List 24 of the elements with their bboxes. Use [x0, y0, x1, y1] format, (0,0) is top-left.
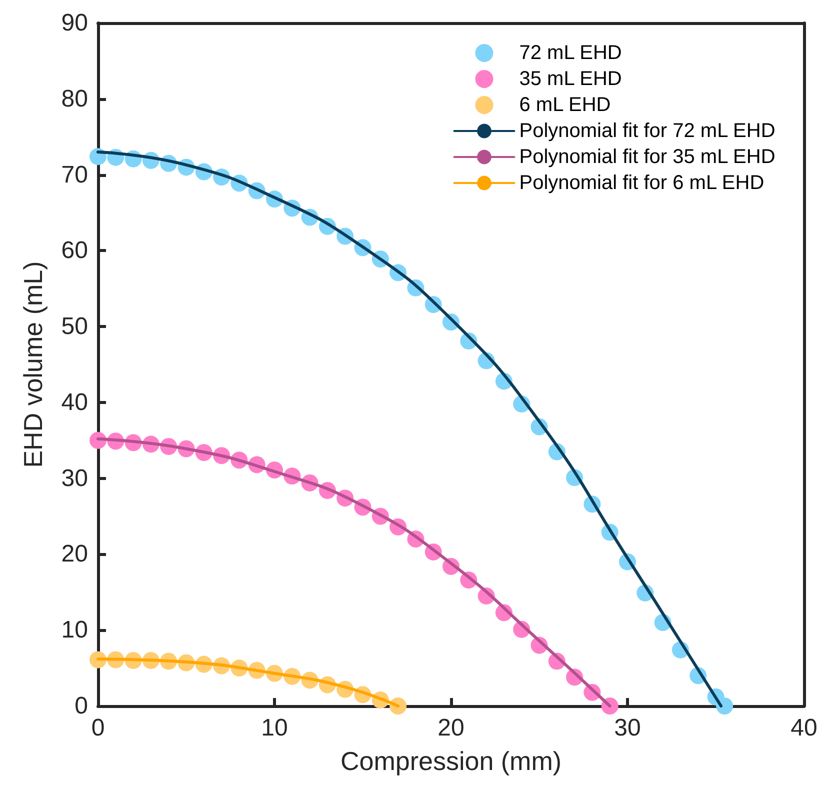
x-tick-label: 30	[614, 714, 641, 742]
y-tick-label: 30	[61, 464, 88, 492]
y-tick-label: 40	[61, 388, 88, 416]
y-tick-label: 90	[61, 10, 88, 36]
y-tick-label: 10	[61, 616, 88, 644]
x-tick-label: 40	[790, 714, 818, 742]
y-tick-label: 80	[61, 85, 88, 112]
x-tick-label: 10	[261, 714, 288, 742]
x-axis-title: Compression (mm)	[340, 746, 562, 776]
x-tick-label: 20	[438, 714, 464, 742]
legend-label: 72 mL EHD	[519, 42, 622, 64]
y-tick-label: 50	[61, 313, 88, 340]
legend-label: 35 mL EHD	[519, 68, 622, 90]
y-tick-label: 70	[61, 161, 88, 188]
legend-label: 6 mL EHD	[519, 94, 611, 116]
legend-label: Polynomial fit for 6 mL EHD	[519, 172, 764, 194]
y-tick-label: 60	[61, 237, 88, 264]
y-tick-label: 20	[61, 540, 88, 568]
point	[716, 698, 734, 714]
legend-label: Polynomial fit for 35 mL EHD	[519, 146, 776, 168]
y-axis-title: EHD volume (mL)	[18, 261, 48, 468]
legend-label: Polynomial fit for 72 mL EHD	[519, 120, 776, 142]
x-tick-label: 0	[91, 714, 105, 742]
y-tick-label: 0	[74, 692, 88, 720]
